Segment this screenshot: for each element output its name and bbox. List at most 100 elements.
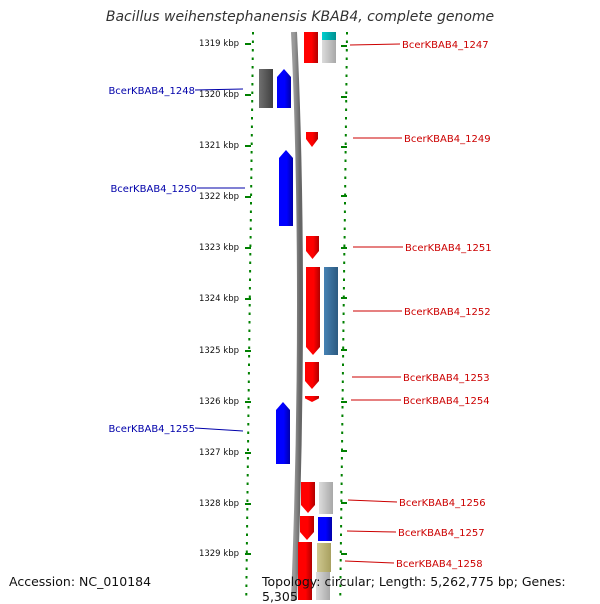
leader-line — [349, 43, 401, 46]
gene-1248-arrow — [277, 69, 291, 108]
axis-dot — [345, 74, 348, 77]
tick-mark — [341, 247, 347, 249]
tick-mark — [245, 94, 251, 96]
axis-dot — [246, 474, 249, 477]
axis-dot — [345, 83, 348, 86]
axis-dot — [250, 134, 253, 137]
axis-dot — [248, 355, 251, 358]
gene-1258-arrow — [298, 542, 312, 600]
axis-dot — [341, 406, 344, 409]
axis-dot — [344, 151, 347, 154]
tick-label: 1327 kbp — [199, 448, 239, 458]
axis-dot — [339, 542, 342, 545]
tick-labels: 1319 kbp 1320 kbp 1321 kbp 1322 kbp 1323 kbp… — [199, 39, 347, 559]
axis-dot — [247, 372, 250, 375]
axis-dot — [345, 49, 348, 52]
axis-dot — [245, 593, 248, 596]
gene-label: BcerKBAB4_1256 — [399, 498, 486, 509]
axis-dot — [345, 100, 348, 103]
axis-dot — [247, 431, 250, 434]
axis-dot — [342, 338, 345, 341]
axis-dot — [344, 202, 346, 205]
axis-dot — [246, 499, 249, 502]
axis-dot — [345, 108, 348, 111]
axis-dot — [250, 125, 253, 128]
gene-labels: BcerKBAB4_1247 BcerKBAB4_1248 BcerKBAB4_12… — [108, 40, 491, 570]
axis-dot — [246, 516, 249, 519]
axis-dot — [344, 159, 347, 162]
axis-dot — [341, 431, 344, 434]
axis-dot — [341, 397, 344, 400]
gene-label: BcerKBAB4_1251 — [405, 243, 492, 254]
genome-backbone — [291, 31, 303, 600]
axis-dot — [339, 559, 342, 562]
axis-dot — [248, 295, 251, 298]
tick-label: 1320 kbp — [199, 90, 239, 100]
axis-dot — [249, 278, 251, 281]
leader-line — [347, 499, 398, 503]
axis-dot — [343, 227, 346, 230]
tick-mark — [341, 45, 347, 47]
gene-label: BcerKBAB4_1250 — [110, 184, 197, 195]
axis-dot — [248, 346, 251, 349]
axis-dot — [340, 474, 343, 477]
gene-label: BcerKBAB4_1247 — [402, 40, 489, 51]
axis-dot — [342, 312, 345, 315]
dotted-axis-left — [245, 32, 254, 596]
gene-1251-arrow — [306, 236, 319, 259]
axis-dot — [245, 550, 248, 553]
axis-dot — [247, 440, 250, 443]
tick-mark — [245, 401, 251, 403]
cog-box-1247-top — [322, 32, 336, 40]
axis-dot — [248, 321, 251, 324]
axis-dot — [248, 329, 251, 332]
tick-label: 1326 kbp — [199, 397, 239, 407]
axis-dot — [249, 219, 252, 222]
gene-label: BcerKBAB4_1248 — [108, 86, 195, 97]
axis-dot — [344, 185, 347, 188]
leader-line — [194, 88, 244, 91]
axis-dot — [252, 32, 254, 35]
axis-dot — [249, 227, 252, 230]
gene-features — [259, 32, 338, 600]
tick-label: 1322 kbp — [199, 192, 239, 202]
tick-mark — [341, 297, 347, 299]
axis-dot — [247, 389, 250, 392]
cog-box-1248 — [259, 69, 273, 108]
axis-dot — [246, 533, 248, 536]
tick-label: 1319 kbp — [199, 39, 239, 49]
gene-label: BcerKBAB4_1253 — [403, 373, 490, 384]
axis-dot — [343, 278, 345, 281]
axis-dot — [246, 482, 249, 485]
axis-dot — [249, 253, 252, 256]
tick-mark — [245, 350, 251, 352]
axis-dot — [341, 380, 344, 383]
gene-1253-arrow — [305, 362, 319, 389]
axis-dot — [250, 168, 253, 171]
tick-label: 1328 kbp — [199, 499, 239, 509]
tick-mark — [341, 450, 347, 452]
gene-label: BcerKBAB4_1258 — [396, 559, 483, 570]
axis-dot — [339, 576, 342, 579]
axis-dot — [339, 567, 342, 570]
axis-dot — [345, 40, 348, 43]
axis-dot — [249, 244, 252, 247]
axis-dot — [248, 338, 251, 341]
gene-label: BcerKBAB4_1249 — [404, 134, 491, 145]
cog-box-1256 — [319, 482, 333, 514]
axis-dot — [343, 270, 346, 273]
axis-dot — [342, 321, 345, 324]
axis-dot — [247, 397, 250, 400]
tick-mark — [245, 452, 251, 454]
axis-dot — [340, 508, 343, 511]
cog-box-1252 — [324, 267, 338, 355]
axis-dot — [251, 57, 254, 60]
axis-dot — [246, 465, 249, 468]
axis-dot — [251, 108, 254, 111]
axis-dot — [341, 414, 344, 417]
axis-dot — [340, 482, 343, 485]
axis-dot — [343, 253, 346, 256]
axis-dot — [251, 117, 253, 120]
axis-dot — [250, 193, 253, 196]
cog-box-1258-lower — [316, 572, 330, 600]
